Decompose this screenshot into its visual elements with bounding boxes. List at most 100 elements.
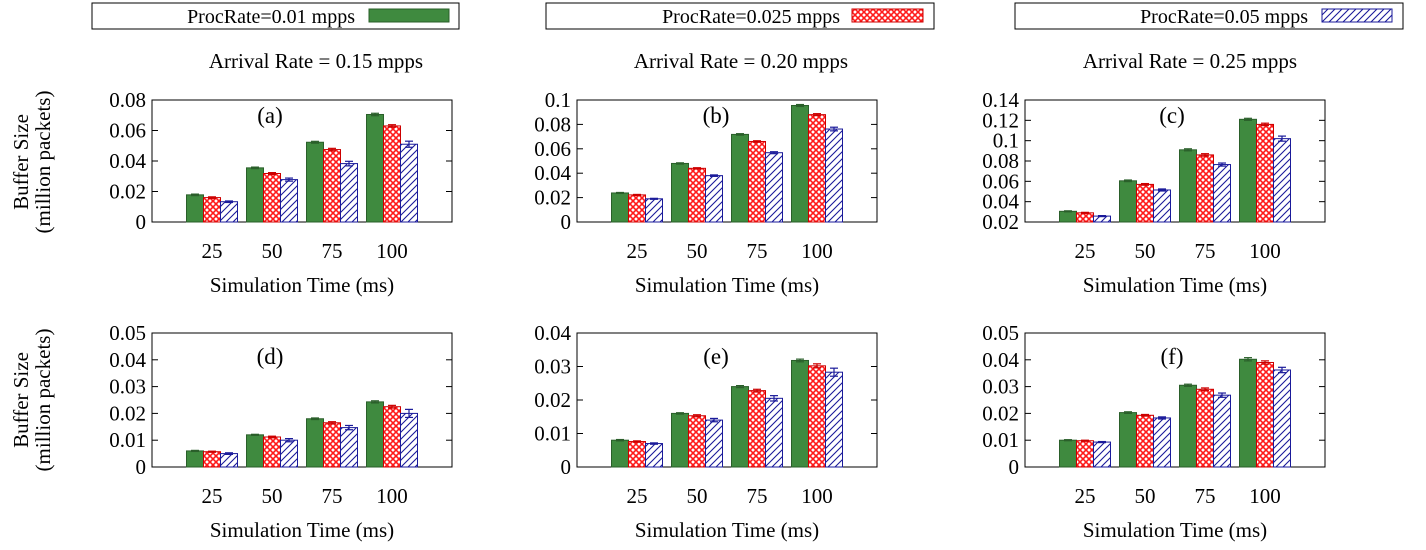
- bar-red-75: [323, 149, 341, 223]
- y-tick-label: 0: [1009, 455, 1020, 479]
- panel-label: (c): [1159, 103, 1185, 128]
- y-tick-label: 0.12: [982, 108, 1019, 132]
- bar-green-100: [366, 401, 384, 468]
- bar-green-50: [1119, 180, 1137, 223]
- bar-blue-75: [1213, 394, 1231, 468]
- y-tick-label: 0.04: [109, 149, 146, 173]
- bar-red-50: [263, 436, 281, 468]
- x-tick-label: 50: [687, 239, 708, 263]
- bar-blue-50: [1153, 417, 1171, 468]
- x-tick-label: 100: [376, 484, 408, 508]
- plot-frame: [576, 99, 878, 223]
- bar-blue-25: [1093, 441, 1111, 468]
- x-tick-label: 100: [1249, 484, 1281, 508]
- bar-green-100: [1239, 118, 1257, 223]
- y-tick-label: 0.06: [982, 169, 1019, 193]
- bar-red-50: [1136, 414, 1154, 468]
- bar-red-50: [688, 167, 706, 223]
- bar-green-50: [246, 434, 264, 468]
- bar-red-25: [628, 194, 646, 223]
- x-tick-label: 25: [202, 484, 223, 508]
- y-tick-label: 0.04: [534, 161, 571, 185]
- x-tick-label: 100: [376, 239, 408, 263]
- bar-blue-50: [280, 439, 298, 468]
- bar-green-100: [791, 104, 809, 223]
- bar-green-75: [1179, 149, 1197, 223]
- panel-b: 00.020.040.060.080.1 25 50 75 100 (b) Simulati…: [534, 88, 878, 297]
- bar-blue-50: [280, 179, 298, 223]
- x-tick-label: 50: [262, 484, 283, 508]
- y-tick-label: 0.02: [109, 401, 146, 425]
- y-tick-label: 0.1: [545, 88, 571, 112]
- x-tick-label: 25: [1075, 484, 1096, 508]
- x-tick-label: 75: [1195, 239, 1216, 263]
- column-title-3: Arrival Rate = 0.25 mpps: [1083, 49, 1297, 73]
- bar-blue-50: [705, 419, 723, 468]
- legend-swatch-2: [851, 8, 924, 23]
- legend-label-1: ProcRate=0.01 mpps: [187, 6, 355, 28]
- x-tick-label: 75: [747, 239, 768, 263]
- ylabel-row2-line2: (million packets): [31, 329, 55, 472]
- x-tick-label: 100: [801, 484, 833, 508]
- panel-e: 0 0.01 0.02 0.03 0.04 25 50 75 100 (e) Simulation …: [534, 321, 878, 542]
- panel-f: 0 0.01 0.020.03 0.04 0.05 25 50 75 100 (f) Simulat…: [982, 321, 1326, 542]
- y-tick-label: 0.1: [993, 129, 1019, 153]
- x-tick-label: 100: [801, 239, 833, 263]
- bar-red-25: [1076, 440, 1094, 468]
- panel-c: 0.020.040.060.080.10.120.14 25 50 75 100 (c) S…: [982, 88, 1326, 297]
- bar-red-100: [383, 125, 401, 223]
- bar-red-100: [1256, 123, 1274, 223]
- x-axis-label: Simulation Time (ms): [1083, 518, 1267, 542]
- bar-red-75: [1196, 388, 1214, 468]
- y-tick-label: 0.04: [982, 190, 1019, 214]
- bar-red-25: [203, 451, 221, 468]
- x-axis-label: Simulation Time (ms): [635, 518, 819, 542]
- bar-green-75: [1179, 384, 1197, 468]
- bar-green-50: [671, 412, 689, 468]
- y-tick-label: 0.06: [534, 137, 571, 161]
- bar-red-25: [203, 197, 221, 223]
- bar-green-50: [1119, 412, 1137, 468]
- bar-blue-25: [645, 443, 663, 468]
- ylabel-row1-line1: Buffer Size: [9, 114, 33, 210]
- legend-swatch-1: [368, 8, 450, 23]
- x-tick-label: 50: [687, 484, 708, 508]
- panel-label: (f): [1161, 344, 1184, 369]
- panel-label: (e): [703, 344, 729, 369]
- y-tick-label: 0.08: [534, 112, 571, 136]
- bar-red-25: [1076, 212, 1094, 223]
- y-tick-label: 0.03: [982, 375, 1019, 399]
- bar-green-25: [186, 450, 204, 468]
- x-axis-label: Simulation Time (ms): [210, 273, 394, 297]
- x-axis-label: Simulation Time (ms): [1083, 273, 1267, 297]
- x-axis-label: Simulation Time (ms): [210, 518, 394, 542]
- bar-blue-100: [1273, 138, 1291, 223]
- y-tick-label: 0.02: [982, 210, 1019, 234]
- y-tick-label: 0.04: [109, 348, 146, 372]
- bar-blue-75: [1213, 164, 1231, 223]
- legend-swatch-3: [1321, 8, 1393, 23]
- bar-red-100: [808, 365, 826, 468]
- y-tick-label: 0.14: [982, 88, 1019, 112]
- y-tick-label: 0.05: [109, 321, 146, 345]
- y-tick-label: 0.05: [982, 321, 1019, 345]
- bar-red-75: [1196, 154, 1214, 223]
- legend: ProcRate=0.01 mpps ProcRate=0.025 mpps P…: [91, 2, 1404, 30]
- panel-label: (b): [703, 103, 730, 128]
- bar-green-75: [731, 386, 749, 468]
- plot-frame: [151, 332, 453, 468]
- x-tick-label: 25: [627, 484, 648, 508]
- column-title-2: Arrival Rate = 0.20 mpps: [634, 49, 848, 73]
- x-tick-label: 50: [262, 239, 283, 263]
- y-tick-label: 0.06: [109, 119, 146, 143]
- bar-red-100: [383, 406, 401, 468]
- y-tick-label: 0: [136, 210, 147, 234]
- ylabel-row1-line2: (million packets): [31, 91, 55, 234]
- y-tick-label: 0.08: [109, 88, 146, 112]
- bar-blue-75: [765, 152, 783, 223]
- bar-red-100: [808, 114, 826, 223]
- y-tick-label: 0.01: [534, 422, 571, 446]
- legend-label-3: ProcRate=0.05 mpps: [1140, 6, 1308, 28]
- bar-blue-100: [1273, 369, 1291, 468]
